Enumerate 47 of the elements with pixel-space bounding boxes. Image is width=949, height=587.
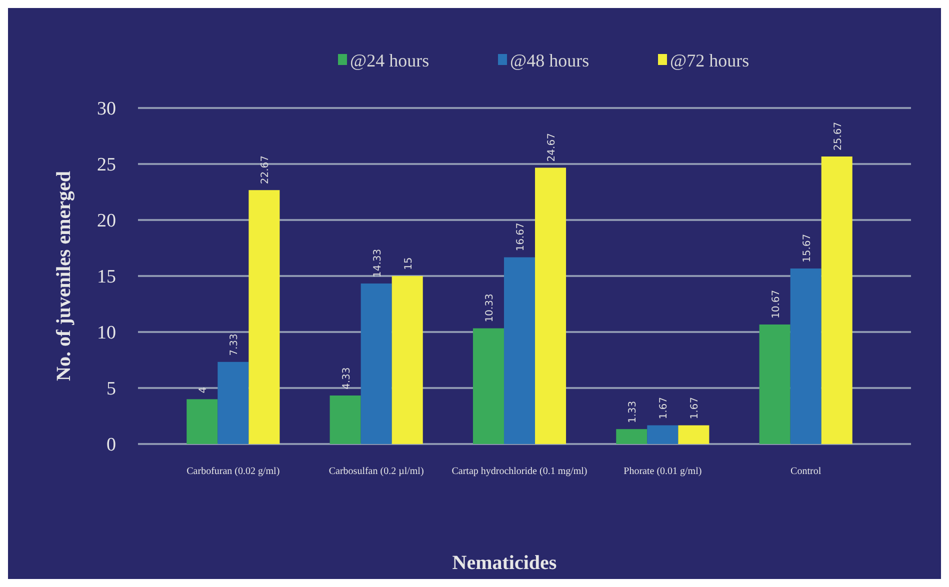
y-tick-label: 30 (97, 98, 116, 120)
bar (248, 190, 280, 444)
data-label: 4.33 (341, 367, 352, 390)
legend-label: @24 hours (350, 50, 430, 70)
data-label: 24.67 (546, 133, 558, 162)
data-label: 4 (198, 386, 210, 394)
x-axis-title: Nematicides (452, 552, 557, 574)
data-label: 15.67 (802, 234, 813, 262)
data-label: 14.33 (372, 248, 384, 278)
bar (821, 156, 852, 444)
bar (616, 429, 648, 444)
x-tick-label: Carbosulfan (0.2 µl/ml) (328, 466, 424, 477)
legend-label: @48 hours (510, 50, 590, 70)
data-label: 1.67 (658, 397, 670, 420)
y-tick-label: 15 (97, 266, 116, 288)
y-tick-label: 0 (106, 434, 116, 456)
y-axis-title: No. of juveniles emerged (53, 171, 75, 381)
x-tick-label: Cartap hydrochloride (0.1 mg/ml) (452, 466, 588, 477)
data-label: 10.33 (484, 294, 496, 322)
data-label: 25.67 (832, 122, 844, 150)
y-tick-label: 25 (97, 154, 116, 176)
y-tick-label: 20 (97, 210, 116, 232)
bar (647, 425, 678, 444)
data-label: 16.67 (516, 222, 526, 252)
data-label: 10.67 (770, 290, 782, 318)
data-label: 15 (403, 257, 414, 270)
x-tick-label: Carbofuran (0.02 g/ml) (186, 466, 280, 477)
data-label: 1.67 (690, 397, 701, 420)
x-tick-label: Control (790, 466, 822, 477)
bar (504, 257, 536, 444)
bar (360, 284, 392, 444)
bar (759, 324, 790, 444)
data-label: 1.33 (628, 400, 639, 424)
bar (790, 268, 822, 444)
bar (330, 396, 361, 444)
bar (535, 168, 566, 444)
legend-label: @72 hours (670, 50, 750, 70)
y-tick-label: 5 (106, 378, 116, 400)
bar (186, 399, 218, 444)
bar (392, 276, 423, 444)
bar (472, 328, 504, 444)
data-label: 22.67 (260, 155, 272, 184)
bar (678, 425, 710, 444)
data-label: 7.33 (229, 334, 240, 356)
x-tick-label: Phorate (0.01 g/ml) (624, 466, 702, 477)
bar (218, 362, 249, 444)
y-tick-label: 10 (97, 322, 116, 344)
